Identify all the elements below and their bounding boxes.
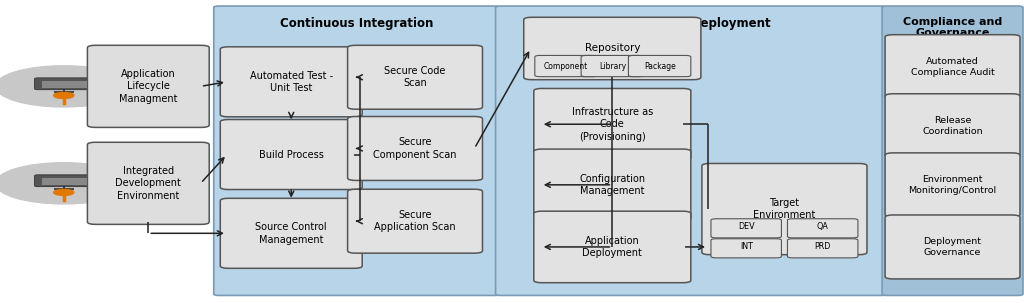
FancyBboxPatch shape (87, 142, 209, 224)
FancyBboxPatch shape (42, 178, 87, 185)
FancyBboxPatch shape (535, 55, 597, 77)
FancyBboxPatch shape (711, 239, 781, 258)
FancyBboxPatch shape (882, 6, 1023, 295)
FancyBboxPatch shape (214, 6, 500, 295)
FancyBboxPatch shape (885, 35, 1020, 99)
Text: Environment
Monitoring/Control: Environment Monitoring/Control (908, 175, 996, 195)
Text: Configuration
Management: Configuration Management (580, 174, 645, 196)
Text: Component: Component (544, 62, 588, 71)
FancyBboxPatch shape (701, 164, 867, 255)
FancyBboxPatch shape (787, 239, 858, 258)
Text: Source Control
Management: Source Control Management (255, 222, 327, 245)
FancyBboxPatch shape (582, 55, 643, 77)
Text: Infrastructure as
Code
(Provisioning): Infrastructure as Code (Provisioning) (571, 107, 653, 142)
Text: PRD: PRD (814, 242, 830, 251)
Text: Continuous Deployment: Continuous Deployment (611, 17, 770, 30)
FancyBboxPatch shape (42, 81, 87, 88)
FancyBboxPatch shape (711, 219, 781, 238)
FancyBboxPatch shape (347, 189, 482, 253)
FancyBboxPatch shape (787, 219, 858, 238)
Text: DEV: DEV (738, 222, 755, 231)
FancyBboxPatch shape (629, 55, 691, 77)
Circle shape (53, 92, 74, 98)
Text: Secure
Application Scan: Secure Application Scan (374, 210, 456, 232)
Text: Secure
Component Scan: Secure Component Scan (374, 137, 457, 160)
FancyBboxPatch shape (220, 198, 362, 268)
Text: Continuous Integration: Continuous Integration (280, 17, 433, 30)
FancyBboxPatch shape (220, 120, 362, 190)
Text: INT: INT (739, 242, 753, 251)
Text: Target
Environment: Target Environment (754, 198, 816, 220)
FancyBboxPatch shape (35, 78, 94, 90)
FancyBboxPatch shape (347, 117, 482, 181)
Text: Library: Library (599, 62, 626, 71)
FancyBboxPatch shape (885, 94, 1020, 158)
Circle shape (53, 189, 74, 195)
Text: Application
Lifecycle
Managment: Application Lifecycle Managment (119, 69, 177, 104)
Circle shape (0, 163, 132, 204)
FancyBboxPatch shape (347, 45, 482, 109)
FancyBboxPatch shape (35, 175, 94, 187)
Circle shape (0, 66, 132, 107)
Text: Deployment
Governance: Deployment Governance (924, 237, 982, 257)
FancyBboxPatch shape (523, 17, 700, 80)
FancyBboxPatch shape (534, 149, 691, 221)
Text: Automated Test -
Unit Test: Automated Test - Unit Test (250, 71, 333, 93)
FancyBboxPatch shape (885, 215, 1020, 279)
FancyBboxPatch shape (534, 211, 691, 283)
FancyBboxPatch shape (496, 6, 886, 295)
Text: Build Process: Build Process (259, 149, 324, 160)
Text: Application
Deployment: Application Deployment (583, 236, 642, 258)
Text: Package: Package (644, 62, 676, 71)
Text: Release
Coordination: Release Coordination (923, 116, 983, 136)
Text: Integrated
Development
Environment: Integrated Development Environment (116, 166, 181, 201)
Text: Repository: Repository (585, 43, 640, 54)
Text: QA: QA (817, 222, 828, 231)
FancyBboxPatch shape (220, 47, 362, 117)
FancyBboxPatch shape (87, 45, 209, 128)
Text: Secure Code
Scan: Secure Code Scan (384, 66, 445, 88)
FancyBboxPatch shape (534, 88, 691, 160)
Text: Compliance and
Governance: Compliance and Governance (903, 17, 1002, 38)
FancyBboxPatch shape (885, 153, 1020, 217)
Text: Automated
Compliance Audit: Automated Compliance Audit (910, 57, 994, 77)
